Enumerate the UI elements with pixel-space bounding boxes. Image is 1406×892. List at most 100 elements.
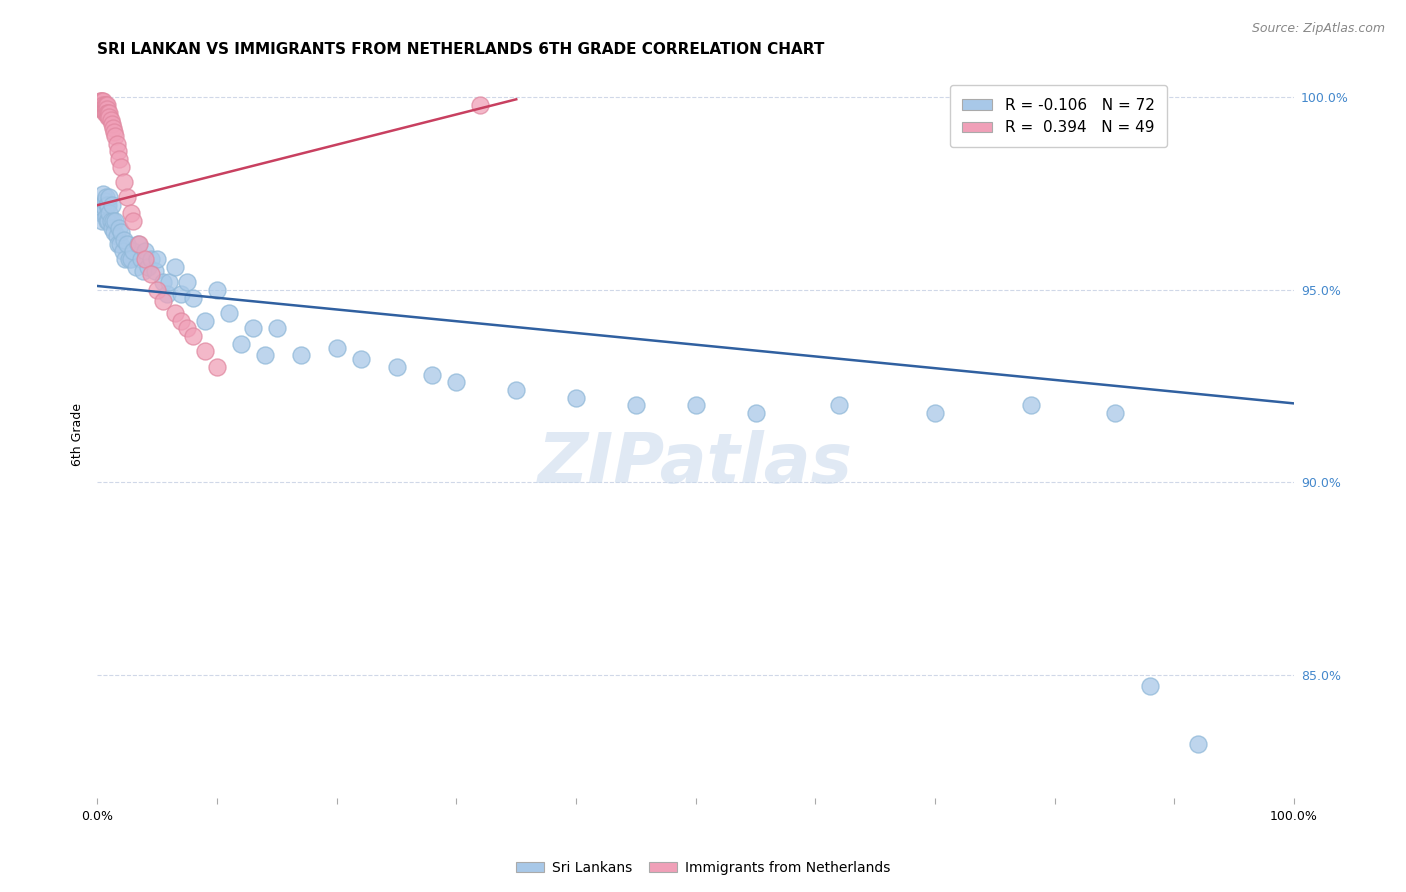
Point [146,283,169,297]
Point [112,175,135,189]
Point [141,252,163,266]
Point [565,391,588,405]
Point [744,406,766,420]
Point [170,286,193,301]
Text: Source: ZipAtlas.com: Source: ZipAtlas.com [1251,22,1385,36]
Point [96,198,118,212]
Point [94,98,117,112]
Point [181,291,204,305]
Point [122,244,145,259]
Point [89,94,111,108]
Point [266,321,288,335]
Point [90,206,112,220]
Point [104,128,127,143]
Point [90,98,112,112]
Point [181,329,204,343]
Point [98,110,121,124]
Point [103,225,125,239]
Point [94,105,117,120]
Point [194,313,217,327]
Point [194,344,217,359]
Point [218,306,240,320]
Point [91,94,114,108]
Point [93,186,115,201]
Point [132,263,155,277]
Point [97,198,120,212]
Point [157,275,180,289]
Point [98,206,121,220]
Legend: R = -0.106   N = 72, R =  0.394   N = 49: R = -0.106 N = 72, R = 0.394 N = 49 [949,86,1167,147]
Point [470,98,492,112]
Point [117,190,139,204]
Point [143,263,166,277]
Point [229,336,252,351]
Point [624,398,647,412]
Point [110,225,132,239]
Point [93,98,115,112]
Point [205,283,228,297]
Point [176,321,198,335]
Point [828,398,851,412]
Point [176,275,198,289]
Point [129,252,152,266]
Point [114,252,136,266]
Point [103,125,125,139]
Point [117,236,139,251]
Point [94,102,117,116]
Point [93,102,115,116]
Point [96,105,118,120]
Point [422,368,444,382]
Point [134,252,156,266]
Point [446,376,468,390]
Point [122,213,145,227]
Point [290,348,312,362]
Point [97,105,120,120]
Y-axis label: 6th Grade: 6th Grade [72,402,84,466]
Point [253,348,276,362]
Point [110,160,132,174]
Point [170,313,193,327]
Point [104,213,127,227]
Point [326,341,349,355]
Point [385,359,408,374]
Point [93,202,115,216]
Point [96,98,118,112]
Point [165,260,187,274]
Point [105,136,128,151]
Point [93,105,115,120]
Point [90,94,112,108]
Point [101,198,124,212]
Point [96,213,118,227]
Point [89,98,111,112]
Point [108,152,131,166]
Point [505,383,527,397]
Point [91,98,114,112]
Point [96,102,118,116]
Point [112,233,135,247]
Point [93,198,115,212]
Point [91,213,114,227]
Point [120,206,142,220]
Point [117,252,139,266]
Point [165,306,187,320]
Point [1104,406,1126,420]
Point [141,268,163,282]
Point [1019,398,1042,412]
Point [108,221,131,235]
Point [127,236,149,251]
Point [128,236,150,251]
Point [125,260,148,274]
Point [107,145,129,159]
Point [94,190,117,204]
Text: SRI LANKAN VS IMMIGRANTS FROM NETHERLANDS 6TH GRADE CORRELATION CHART: SRI LANKAN VS IMMIGRANTS FROM NETHERLAND… [97,42,825,57]
Point [90,102,112,116]
Point [91,102,114,116]
Point [350,352,373,367]
Point [93,94,115,108]
Point [98,190,121,204]
Point [93,98,115,112]
Point [111,244,134,259]
Point [101,221,124,235]
Point [107,236,129,251]
Point [101,121,124,136]
